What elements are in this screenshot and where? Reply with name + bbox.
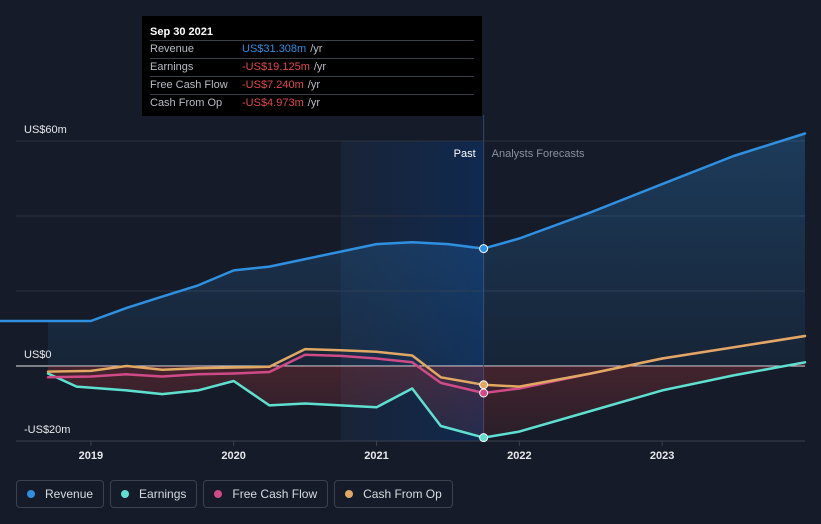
tooltip-value: US$31.308m <box>242 43 307 55</box>
tooltip-unit: /yr <box>307 79 320 91</box>
revenue-area <box>0 133 805 366</box>
data-tooltip: Sep 30 2021 Revenue US$31.308m /yr Earni… <box>142 16 482 116</box>
tooltip-row-free-cash-flow: Free Cash Flow -US$7.240m /yr <box>150 76 474 94</box>
tooltip-label: Earnings <box>150 61 194 73</box>
earnings-area <box>48 362 805 438</box>
tooltip-unit: /yr <box>307 97 320 109</box>
forecast-label: Analysts Forecasts <box>492 148 585 160</box>
y-tick-label: US$60m <box>24 124 67 136</box>
tooltip-row-cash-from-op: Cash From Op -US$4.973m /yr <box>150 94 474 112</box>
tooltip-label: Revenue <box>150 43 195 55</box>
tooltip-value: -US$7.240m <box>242 79 304 91</box>
tooltip-row-earnings: Earnings -US$19.125m /yr <box>150 58 474 76</box>
x-tick-label: 2019 <box>79 450 103 462</box>
legend-dot-icon <box>345 490 354 498</box>
legend-revenue[interactable]: Revenue <box>16 480 105 508</box>
marker-free-cash-flow <box>479 388 489 398</box>
legend-label: Earnings <box>139 487 187 501</box>
series-line-earnings <box>46 361 807 439</box>
legend-dot-icon <box>27 490 35 498</box>
marker-revenue <box>479 244 489 254</box>
y-tick-label: US$0 <box>24 349 52 361</box>
tooltip-unit: /yr <box>310 43 323 55</box>
chart-legend: Revenue Earnings Free Cash Flow Cash Fro… <box>16 480 453 510</box>
tooltip-label: Free Cash Flow <box>150 79 228 91</box>
series-line-revenue <box>0 132 807 323</box>
past-label: Past <box>454 148 476 160</box>
legend-label: Free Cash Flow <box>232 487 318 501</box>
tooltip-value: -US$4.973m <box>242 97 304 109</box>
x-tick-label: 2020 <box>221 450 245 462</box>
tooltip-date: Sep 30 2021 <box>150 26 213 38</box>
x-tick-label: 2023 <box>650 450 674 462</box>
legend-dot-icon <box>214 490 223 498</box>
x-tick-label: 2021 <box>364 450 388 462</box>
legend-cash-from-op[interactable]: Cash From Op <box>334 480 453 508</box>
legend-free-cash-flow[interactable]: Free Cash Flow <box>203 480 329 508</box>
tooltip-label: Cash From Op <box>150 97 223 109</box>
legend-dot-icon <box>121 490 130 498</box>
marker-earnings <box>479 433 489 443</box>
tooltip-unit: /yr <box>313 61 327 73</box>
series-line-cash-from-op <box>46 334 807 388</box>
legend-label: Revenue <box>45 487 94 501</box>
tooltip-row-revenue: Revenue US$31.308m /yr <box>150 40 474 58</box>
legend-earnings[interactable]: Earnings <box>110 480 198 508</box>
x-tick-label: 2022 <box>507 450 531 462</box>
legend-label: Cash From Op <box>363 487 442 501</box>
marker-cash-from-op <box>479 380 489 390</box>
y-tick-label: -US$20m <box>24 424 70 436</box>
tooltip-value: -US$19.125m <box>242 61 310 73</box>
